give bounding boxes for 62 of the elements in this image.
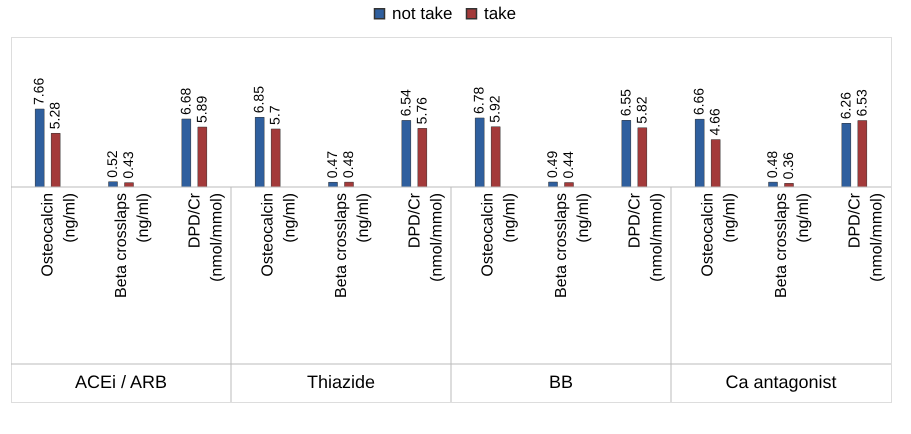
- data-label: 6.68: [177, 88, 194, 115]
- data-label: 5.82: [633, 96, 650, 124]
- bar: [328, 182, 338, 188]
- bar: [50, 132, 60, 188]
- text: Thiazide: [306, 372, 376, 392]
- data-label: 0.49: [544, 150, 560, 178]
- x-tick-label: Beta crosslaps (ng/ml): [113, 193, 152, 298]
- data-label: 7.66: [30, 78, 47, 105]
- data-label: 0.43: [120, 151, 136, 179]
- data-label: 0.44: [560, 151, 576, 179]
- x-tick-label: Osteocalcin (ng/ml): [480, 193, 519, 277]
- data-label: 5.28: [46, 102, 63, 130]
- bar: [564, 182, 574, 188]
- bar: [34, 108, 44, 188]
- data-label: 6.85: [250, 86, 267, 114]
- bar: [182, 118, 192, 188]
- bar: [842, 123, 852, 188]
- data-label: 0.36: [780, 152, 796, 180]
- data-label: 5.76: [413, 96, 430, 124]
- x-tick-label: Osteocalcin (ng/ml): [260, 193, 299, 277]
- data-label: 4.66: [706, 108, 723, 136]
- legend-label: take: [484, 4, 516, 23]
- text: Ca antagonist: [725, 372, 837, 392]
- x-tick-label: DPD/Cr (nmol/mmol): [186, 192, 226, 282]
- bar: [198, 126, 208, 188]
- bar: [108, 181, 118, 188]
- x-tick-label: Beta crosslaps (ng/ml): [553, 193, 592, 298]
- bar: [710, 139, 720, 188]
- x-tick-label: Beta crosslaps (ng/ml): [773, 193, 812, 298]
- text: BB: [548, 372, 574, 392]
- x-tick-label: Osteocalcin (ng/ml): [700, 193, 739, 277]
- bar: [548, 182, 558, 188]
- data-label: 0.47: [324, 150, 340, 178]
- x-tick-label: Beta crosslaps (ng/ml): [333, 193, 372, 298]
- legend-label: not take: [392, 4, 452, 23]
- bar: [638, 127, 648, 188]
- bar: [694, 118, 704, 188]
- data-label: 6.78: [470, 86, 487, 114]
- bar: [474, 118, 484, 188]
- data-label: 6.26: [837, 92, 854, 120]
- x-tick-label: DPD/Cr (nmol/mmol): [406, 192, 446, 282]
- data-label: 6.66: [690, 88, 707, 116]
- bar: [622, 120, 632, 188]
- bar: [254, 117, 264, 188]
- data-label: 5.7: [266, 105, 283, 125]
- data-label: 0.52: [104, 150, 120, 178]
- text: ACEi / ARB: [74, 372, 168, 392]
- x-tick-label: DPD/Cr (nmol/mmol): [626, 192, 666, 282]
- data-label: 5.89: [193, 96, 210, 124]
- bar: [270, 128, 280, 188]
- x-tick-label: DPD/Cr (nmol/mmol): [846, 192, 886, 282]
- data-label: 6.55: [617, 88, 634, 116]
- data-label: 0.48: [340, 150, 356, 178]
- data-label: 5.92: [486, 95, 503, 123]
- data-label: 6.54: [397, 88, 414, 116]
- bar: [490, 126, 500, 188]
- bar: [858, 120, 868, 188]
- data-label: 6.53: [853, 89, 870, 117]
- data-label: 0.48: [764, 150, 780, 178]
- x-tick-label: Osteocalcin (ng/ml): [40, 193, 79, 277]
- bar: [418, 128, 428, 188]
- bar: [402, 120, 412, 188]
